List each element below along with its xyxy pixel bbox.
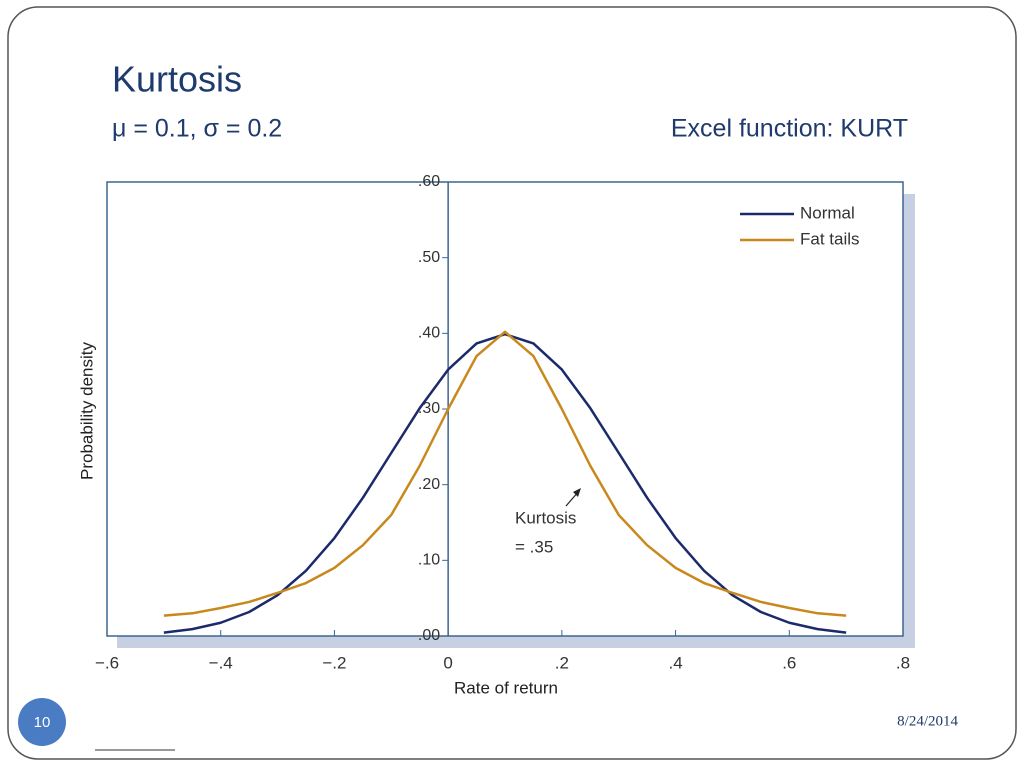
x-tick-label: .4 [668, 653, 682, 672]
slide-date: 8/24/2014 [897, 713, 958, 729]
x-axis-label: Rate of return [454, 678, 558, 697]
x-tick-label: 0 [443, 653, 452, 672]
legend-label: Normal [800, 203, 855, 222]
line-series [163, 330, 847, 617]
y-tick-label: .30 [418, 400, 440, 417]
y-tick-label: .40 [418, 325, 440, 342]
line-series [163, 332, 847, 634]
x-tick-label: .6 [782, 653, 796, 672]
x-tick-label: −.2 [322, 653, 346, 672]
page-badge [18, 698, 66, 746]
chart: .00 .10 .20 .30 .40 .50 .60 −.6 −.4 −.2 0 .2 .4 .6 .8 R… [77, 173, 910, 697]
x-tick-label: .8 [896, 653, 910, 672]
x-tick-label: −.6 [95, 653, 119, 672]
x-tick-label: .2 [555, 653, 569, 672]
y-tick-label: .50 [418, 249, 440, 266]
annotation: = .35 [515, 537, 553, 556]
y-tick-label: .10 [418, 552, 440, 569]
slide-title: Kurtosis [112, 59, 242, 100]
side-note: Excel function: KURT [671, 115, 908, 143]
y-tick-label: .00 [418, 627, 440, 644]
slide-subtitle: μ = 0.1, σ = 0.2 [112, 115, 282, 143]
annotation-arrowhead [573, 488, 581, 497]
plot-frame [106, 181, 904, 637]
page-number: 10 [34, 714, 51, 731]
legend-label: Fat tails [800, 229, 860, 248]
annotation: Kurtosis [515, 508, 576, 527]
y-tick-label: .60 [418, 173, 440, 190]
x-tick-label: −.4 [209, 653, 233, 672]
y-tick-label: .20 [418, 476, 440, 493]
y-axis-label: Probability density [77, 342, 96, 480]
